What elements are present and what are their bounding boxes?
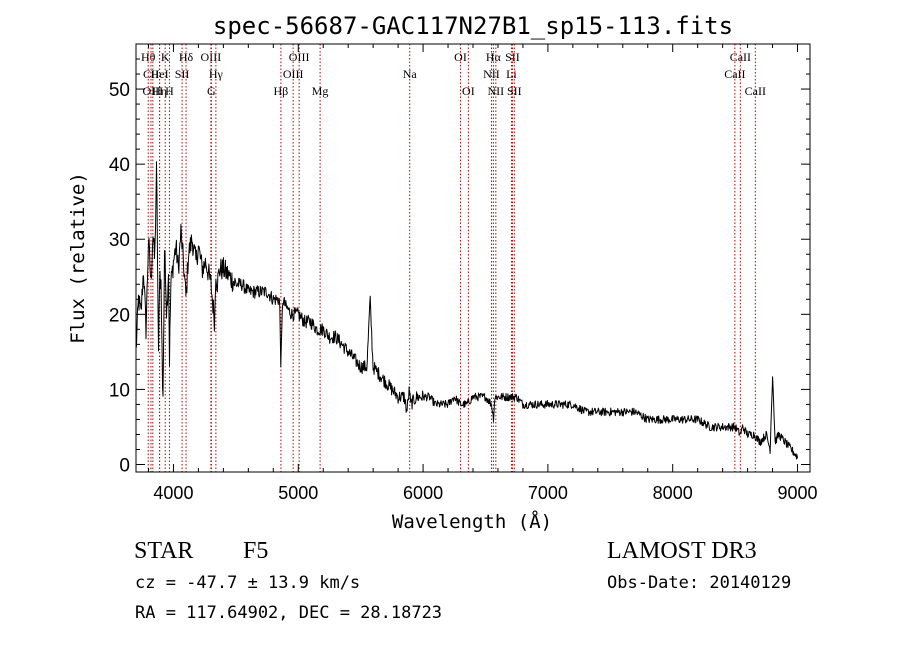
line-marker-label: SII bbox=[507, 84, 522, 98]
x-tick-label: 5000 bbox=[278, 483, 318, 503]
line-marker-label: SII bbox=[505, 50, 520, 64]
line-marker-label: OI bbox=[454, 50, 467, 64]
line-marker-label: G bbox=[207, 84, 216, 98]
chart-title: spec-56687-GAC117N27B1_sp15-113.fits bbox=[213, 12, 733, 40]
x-tick-label: 6000 bbox=[403, 483, 443, 503]
line-marker-label: NII bbox=[488, 84, 505, 98]
line-marker-label: NII bbox=[483, 67, 500, 81]
line-marker-label: CII bbox=[143, 67, 159, 81]
cz-readout: cz = -47.7 ± 13.9 km/s bbox=[135, 573, 361, 593]
axis-ticks: 4000 5000 6000 7000 8000 9000 0 10 20 30 40 50 bbox=[109, 44, 818, 503]
y-tick-label: 10 bbox=[109, 380, 130, 401]
y-tick-label: 20 bbox=[109, 305, 130, 326]
line-marker-label: Hβ bbox=[274, 84, 289, 98]
line-marker-label: OIII bbox=[289, 50, 310, 64]
line-marker-label: CaII bbox=[745, 84, 766, 98]
line-marker-label: CaII bbox=[730, 50, 751, 64]
line-marker-label: Hθ bbox=[141, 50, 156, 64]
x-axis-label: Wavelength (Å) bbox=[392, 510, 552, 533]
subclass-label: F5 bbox=[243, 538, 269, 564]
y-axis-label: Flux (relative) bbox=[67, 172, 89, 344]
class-label: STAR bbox=[134, 538, 194, 564]
line-marker-label: Hγ bbox=[209, 67, 224, 81]
line-marker-label: Hδ bbox=[179, 50, 194, 64]
line-marker-label: Li bbox=[506, 67, 517, 81]
line-marker-label: OIII bbox=[283, 67, 304, 81]
spectrum-chart: spec-56687-GAC117N27B1_sp15-113.fits Hθ C… bbox=[67, 12, 818, 533]
x-tick-label: 7000 bbox=[528, 483, 568, 503]
y-tick-label: 30 bbox=[109, 230, 130, 251]
line-marker-label: Na bbox=[403, 67, 418, 81]
coordinates: RA = 117.64902, DEC = 28.18723 bbox=[135, 603, 443, 623]
flux-series-line bbox=[135, 161, 798, 460]
obs-date: Obs-Date: 20140129 bbox=[607, 573, 792, 593]
plot-frame bbox=[135, 43, 811, 473]
line-marker-label: Hα bbox=[486, 50, 502, 64]
x-tick-label: 8000 bbox=[653, 483, 693, 503]
series-layer bbox=[135, 161, 798, 460]
line-marker-label: CaII bbox=[724, 67, 745, 81]
line-marker-label: Mg bbox=[312, 84, 329, 98]
y-tick-label: 50 bbox=[109, 80, 130, 101]
line-marker-label: OIII bbox=[143, 84, 164, 98]
y-tick-label: 0 bbox=[119, 455, 130, 476]
line-marker-label: HeI bbox=[151, 67, 169, 81]
x-tick-label: 9000 bbox=[777, 483, 817, 503]
x-tick-label: 4000 bbox=[153, 483, 193, 503]
line-marker-label: SII bbox=[175, 67, 190, 81]
line-marker-label: K bbox=[161, 50, 170, 64]
line-marker-label: OI bbox=[462, 84, 475, 98]
survey-label: LAMOST DR3 bbox=[607, 538, 757, 564]
line-marker-label: H bbox=[165, 84, 174, 98]
line-marker-label: OIII bbox=[201, 50, 222, 64]
y-tick-label: 40 bbox=[109, 155, 130, 176]
